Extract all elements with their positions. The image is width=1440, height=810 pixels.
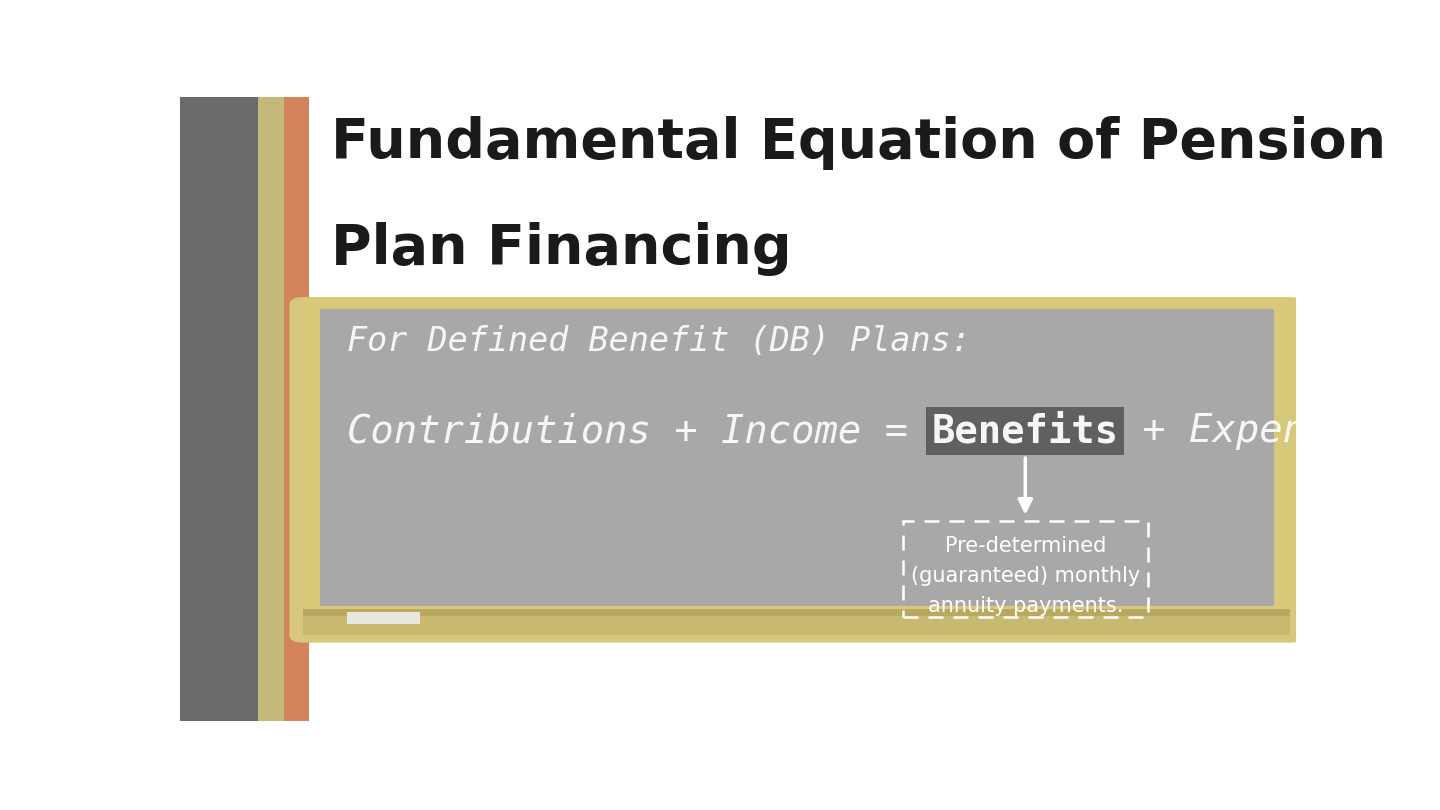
FancyBboxPatch shape <box>926 407 1125 455</box>
FancyBboxPatch shape <box>302 610 1290 635</box>
Text: Plan Financing: Plan Financing <box>331 222 792 276</box>
Text: Benefits: Benefits <box>932 412 1119 450</box>
Text: (guaranteed) monthly: (guaranteed) monthly <box>910 566 1140 586</box>
Text: + Expenses: + Expenses <box>1119 412 1375 450</box>
FancyBboxPatch shape <box>180 97 258 721</box>
FancyBboxPatch shape <box>289 297 1303 642</box>
FancyBboxPatch shape <box>284 97 310 721</box>
Text: For Defined Benefit (DB) Plans:: For Defined Benefit (DB) Plans: <box>347 325 971 358</box>
Text: Pre-determined: Pre-determined <box>945 536 1106 556</box>
FancyBboxPatch shape <box>302 609 1290 616</box>
FancyBboxPatch shape <box>320 309 1274 606</box>
Text: annuity payments.: annuity payments. <box>927 596 1123 616</box>
Text: Contributions + Income =: Contributions + Income = <box>347 412 932 450</box>
FancyBboxPatch shape <box>347 612 420 624</box>
FancyBboxPatch shape <box>258 97 284 721</box>
Text: Fundamental Equation of Pension: Fundamental Equation of Pension <box>331 116 1385 170</box>
